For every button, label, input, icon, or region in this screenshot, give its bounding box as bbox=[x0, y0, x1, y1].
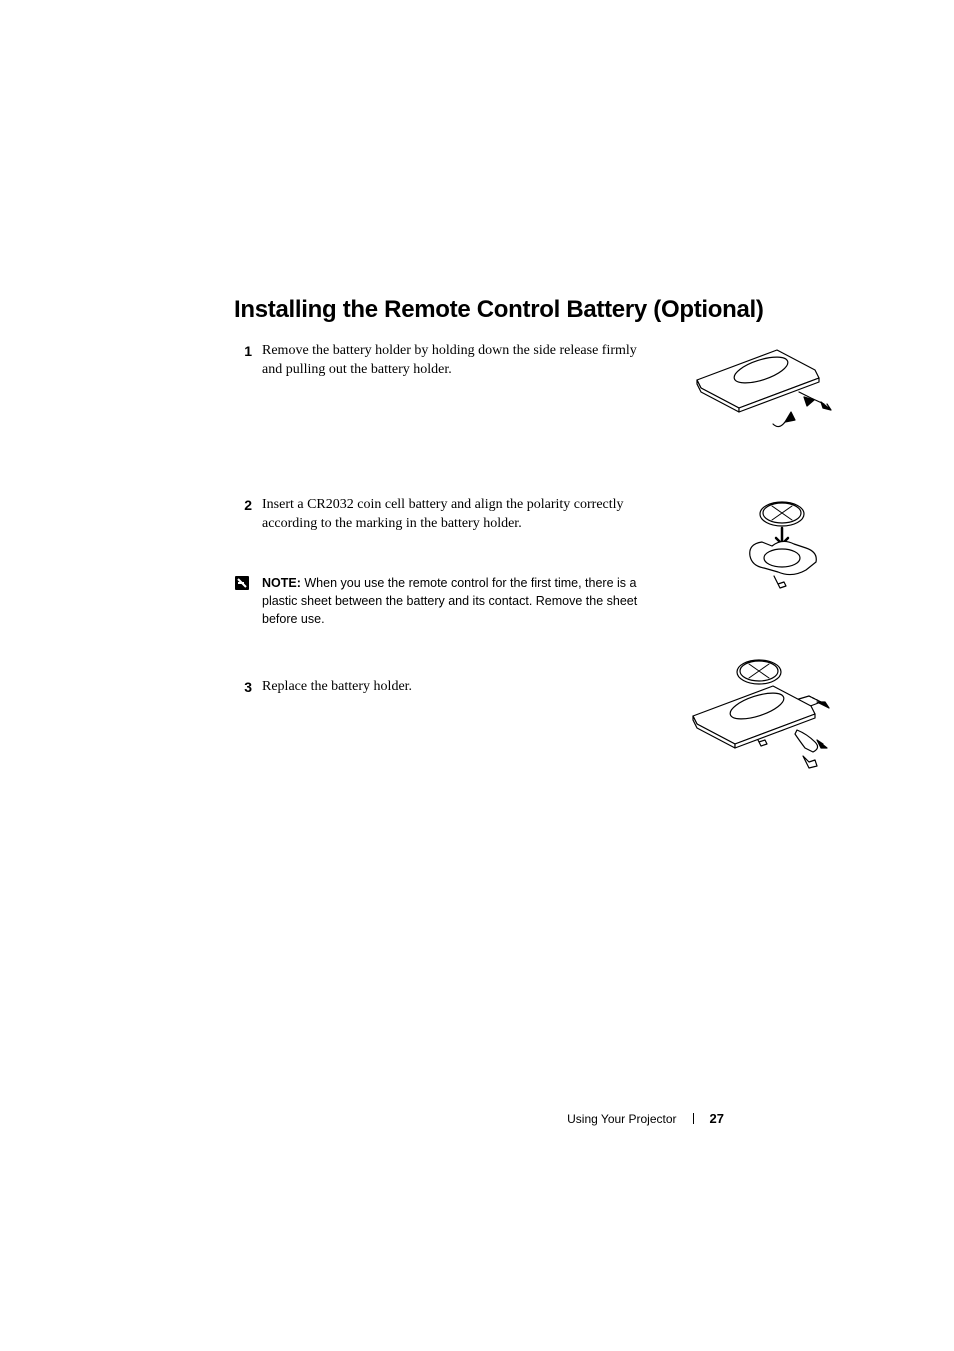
footer-divider bbox=[693, 1113, 694, 1124]
page-footer: Using Your Projector 27 bbox=[567, 1111, 724, 1126]
step-3-number: 3 bbox=[234, 678, 262, 798]
note-label: NOTE: bbox=[262, 576, 301, 590]
step-1-number: 1 bbox=[234, 342, 262, 482]
note-text: NOTE: When you use the remote control fo… bbox=[262, 574, 654, 628]
footer-page-number: 27 bbox=[710, 1111, 724, 1126]
note-body: When you use the remote control for the … bbox=[262, 576, 637, 626]
step-2-text: Insert a CR2032 coin cell battery and al… bbox=[262, 496, 654, 534]
step-2-illustration-a bbox=[734, 496, 834, 596]
note-icon bbox=[234, 574, 262, 628]
step-3-illustration bbox=[679, 678, 834, 783]
step-2: 2 Insert a CR2032 coin cell battery and … bbox=[234, 496, 834, 628]
step-1-illustration bbox=[679, 342, 834, 447]
step-3: 3 Replace the battery holder. bbox=[234, 678, 834, 798]
page-title: Installing the Remote Control Battery (O… bbox=[234, 296, 834, 324]
step-3-text: Replace the battery holder. bbox=[262, 678, 654, 697]
step-1-text: Remove the battery holder by holding dow… bbox=[262, 342, 654, 380]
footer-section: Using Your Projector bbox=[567, 1112, 676, 1126]
step-1: 1 Remove the battery holder by holding d… bbox=[234, 342, 834, 482]
